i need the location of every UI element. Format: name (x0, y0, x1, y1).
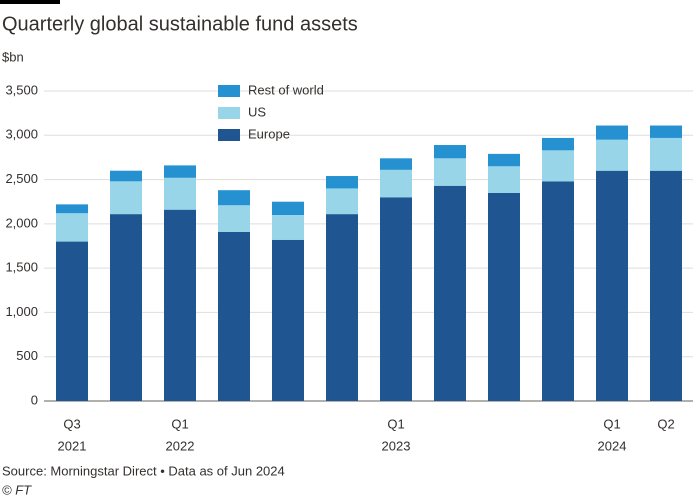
bar-segment (164, 177, 196, 210)
bar-segment (542, 150, 574, 182)
bar-segment (272, 239, 304, 401)
bar-segment (380, 197, 412, 401)
legend-swatch (218, 85, 240, 97)
y-tick-label: 500 (16, 348, 38, 363)
bar-segment (164, 209, 196, 401)
bar-segment (542, 181, 574, 401)
x-tick-label: Q1 (603, 416, 620, 431)
bar-segment (596, 125, 628, 140)
x-tick-label: Q3 (63, 416, 80, 431)
bar-segment (326, 188, 358, 215)
bar-segment (380, 169, 412, 198)
bar-segment (326, 214, 358, 401)
bar-segment (56, 241, 88, 401)
legend-label: US (248, 104, 266, 119)
x-tick-label: Q2 (657, 416, 674, 431)
y-tick-label: 2,000 (5, 215, 38, 230)
y-tick-label: 3,000 (5, 127, 38, 142)
bar-segment (434, 145, 466, 159)
bar-segment (272, 201, 304, 215)
bar-segment (218, 231, 250, 401)
legend-swatch (218, 107, 240, 119)
y-axis-unit: $bn (2, 49, 24, 64)
bar-segment (650, 137, 682, 171)
bar-segment (218, 205, 250, 232)
bar-segment (380, 158, 412, 170)
bar-segment (56, 213, 88, 242)
bar-segment (326, 176, 358, 189)
x-tick-label: Q1 (171, 416, 188, 431)
y-tick-label: 1,500 (5, 260, 38, 275)
bar-segment (110, 214, 142, 401)
bar-segment (596, 170, 628, 401)
legend-swatch (218, 129, 240, 141)
legend-label: Rest of world (248, 82, 324, 97)
y-tick-label: 1,000 (5, 304, 38, 319)
bar-segment (596, 139, 628, 171)
chart-title: Quarterly global sustainable fund assets (2, 13, 358, 35)
credit: © FT (2, 482, 32, 497)
x-tick-year: 2021 (58, 438, 87, 453)
y-tick-label: 2,500 (5, 171, 38, 186)
bar-segment (164, 165, 196, 178)
y-tick-label: 3,500 (5, 82, 38, 97)
bar-segment (218, 190, 250, 206)
y-tick-label: 0 (31, 392, 38, 407)
bar-segment (488, 153, 520, 167)
ft-bar (0, 0, 60, 4)
bar-segment (110, 181, 142, 215)
x-tick-year: 2024 (598, 438, 627, 453)
bar-segment (650, 125, 682, 138)
x-tick-year: 2023 (382, 438, 411, 453)
bar-segment (488, 166, 520, 193)
x-tick-year: 2022 (166, 438, 195, 453)
bar-segment (542, 137, 574, 151)
bar-segment (272, 215, 304, 240)
bar-segment (434, 158, 466, 186)
bar-segment (110, 170, 142, 182)
bar-segment (488, 192, 520, 401)
legend-label: Europe (248, 126, 290, 141)
bar-segment (650, 170, 682, 401)
x-tick-label: Q1 (387, 416, 404, 431)
source: Source: Morningstar Direct • Data as of … (2, 463, 285, 478)
bar-segment (56, 204, 88, 214)
bar-segment (434, 185, 466, 401)
